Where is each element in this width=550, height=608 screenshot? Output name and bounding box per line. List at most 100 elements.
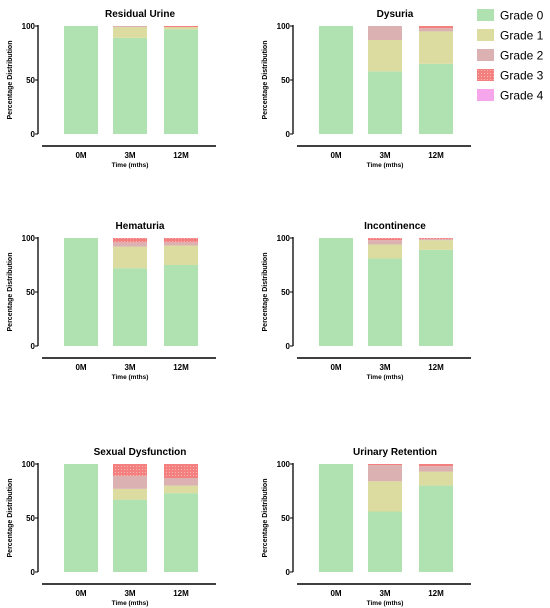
- y-tick-label: 50: [281, 288, 290, 297]
- x-tick-label-12m: 12M: [428, 151, 444, 160]
- bar-segment-3m-grade-1: [113, 27, 147, 38]
- bar-segment-3m-grade-2: [113, 475, 147, 489]
- y-tick-label: 50: [281, 76, 290, 85]
- y-axis-label: Percentage Distribution: [7, 253, 14, 332]
- y-axis-label: Percentage Distribution: [262, 253, 269, 332]
- bar-segment-0m-grade-0: [319, 464, 353, 572]
- y-tick-label: 50: [26, 288, 35, 297]
- y-tick-label: 0: [31, 568, 36, 577]
- bar-segment-texture: [164, 464, 198, 479]
- legend-swatch-grade-3-texture: [477, 69, 494, 81]
- legend-item-grade-4: Grade 4: [477, 89, 544, 103]
- panel-title: Sexual Dysfunction: [94, 447, 187, 458]
- y-tick-label: 50: [26, 514, 35, 523]
- bar-segment-texture: [164, 238, 198, 243]
- bar-segment-3m-grade-1: [113, 488, 147, 500]
- bar-segment-12m-grade-0: [419, 249, 453, 346]
- panel-title: Urinary Retention: [353, 447, 437, 458]
- x-tick-label-3m: 3M: [379, 363, 390, 372]
- y-tick-label: 50: [281, 514, 290, 523]
- x-axis-label: Time (mths): [367, 600, 404, 607]
- bar-segment-3m-grade-1: [368, 244, 402, 259]
- legend: Grade 0 Grade 1 Grade 2 Grade 3 Grade 4: [477, 9, 544, 103]
- legend-swatch-grade-0: [477, 9, 494, 21]
- bar-segment-0m-grade-0: [64, 464, 98, 572]
- bar-segment-3m-grade-2: [368, 26, 402, 41]
- legend-swatch-grade-4: [477, 89, 494, 101]
- y-tick-label: 100: [277, 460, 291, 469]
- bar-segment-12m-grade-1: [164, 485, 198, 494]
- x-tick-label-12m: 12M: [428, 363, 444, 372]
- legend-label-grade-3: Grade 3: [500, 69, 544, 83]
- y-tick-label: 100: [22, 460, 36, 469]
- bar-segment-0m-grade-0: [319, 26, 353, 134]
- x-tick-label-0m: 0M: [75, 363, 86, 372]
- x-tick-label-3m: 3M: [124, 363, 135, 372]
- x-tick-label-3m: 3M: [124, 589, 135, 598]
- bar-segment-12m-grade-2: [419, 466, 453, 472]
- bar-segment-3m-grade-0: [113, 37, 147, 134]
- bar-segment-12m-grade-1: [419, 471, 453, 486]
- bar-segment-texture: [419, 26, 453, 29]
- y-tick-label: 100: [277, 234, 291, 243]
- bar-segment-12m-grade-0: [164, 493, 198, 572]
- bar-segment-3m-grade-1: [368, 481, 402, 512]
- bar-segment-3m-grade-2: [368, 465, 402, 482]
- bar-segment-3m-grade-0: [113, 499, 147, 572]
- x-axis-label: Time (mths): [112, 600, 149, 607]
- legend-swatch-grade-1: [477, 29, 494, 41]
- bar-segment-12m-grade-2: [164, 478, 198, 486]
- bar-segment-texture: [419, 464, 453, 467]
- x-axis-label: Time (mths): [112, 374, 149, 381]
- y-tick-label: 100: [22, 234, 36, 243]
- legend-item-grade-2: Grade 2: [477, 49, 544, 63]
- x-tick-label-12m: 12M: [173, 589, 189, 598]
- bar-segment-texture: [113, 464, 147, 476]
- legend-label-grade-2: Grade 2: [500, 49, 544, 63]
- bar-segment-3m-grade-0: [368, 71, 402, 134]
- y-tick-label: 50: [26, 76, 35, 85]
- y-axis-label: Percentage Distribution: [7, 479, 14, 558]
- bar-segment-3m-grade-1: [368, 40, 402, 72]
- bar-segment-3m-grade-2: [368, 240, 402, 245]
- legend-item-grade-0: Grade 0: [477, 9, 544, 23]
- bar-segment-12m-grade-2: [419, 239, 453, 241]
- bar-segment-3m-grade-2: [113, 26, 147, 28]
- x-tick-label-12m: 12M: [173, 151, 189, 160]
- legend-item-grade-3: Grade 3: [477, 69, 544, 83]
- y-axis-label: Percentage Distribution: [262, 479, 269, 558]
- x-tick-label-3m: 3M: [379, 151, 390, 160]
- x-tick-label-0m: 0M: [330, 363, 341, 372]
- bar-segment-0m-grade-0: [64, 238, 98, 346]
- legend-label-grade-1: Grade 1: [500, 29, 544, 43]
- bar-segment-12m-grade-1: [419, 240, 453, 250]
- bar-segment-3m-grade-2: [113, 242, 147, 247]
- x-tick-label-0m: 0M: [330, 589, 341, 598]
- bar-segment-12m-grade-2: [164, 242, 198, 246]
- bar-segment-12m-grade-1: [419, 31, 453, 64]
- bar-segment-0m-grade-0: [319, 238, 353, 346]
- x-tick-label-0m: 0M: [330, 151, 341, 160]
- panel-title: Hematuria: [116, 221, 165, 232]
- bar-segment-12m-grade-0: [164, 265, 198, 346]
- bar-segment-12m-grade-0: [419, 485, 453, 572]
- legend-item-grade-1: Grade 1: [477, 29, 544, 43]
- x-tick-label-3m: 3M: [379, 589, 390, 598]
- legend-swatch-grade-2: [477, 49, 494, 61]
- x-axis-label: Time (mths): [367, 162, 404, 169]
- legend-label-grade-4: Grade 4: [500, 89, 544, 103]
- y-tick-label: 0: [31, 130, 36, 139]
- panel-title: Residual Urine: [105, 9, 175, 20]
- bar-segment-texture: [113, 238, 147, 243]
- bar-segment-12m-grade-2: [419, 28, 453, 32]
- x-tick-label-0m: 0M: [75, 589, 86, 598]
- x-tick-label-12m: 12M: [428, 589, 444, 598]
- bar-segment-12m-grade-1: [164, 245, 198, 265]
- panel-residual-urine: Residual Urine 0 50 100 Percentage Distribut…: [7, 9, 216, 169]
- bar-segment-12m-grade-0: [164, 29, 198, 135]
- bar-segment-texture: [368, 464, 402, 466]
- x-tick-label-3m: 3M: [124, 151, 135, 160]
- bar-segment-3m-grade-0: [368, 511, 402, 572]
- bar-segment-0m-grade-0: [64, 26, 98, 134]
